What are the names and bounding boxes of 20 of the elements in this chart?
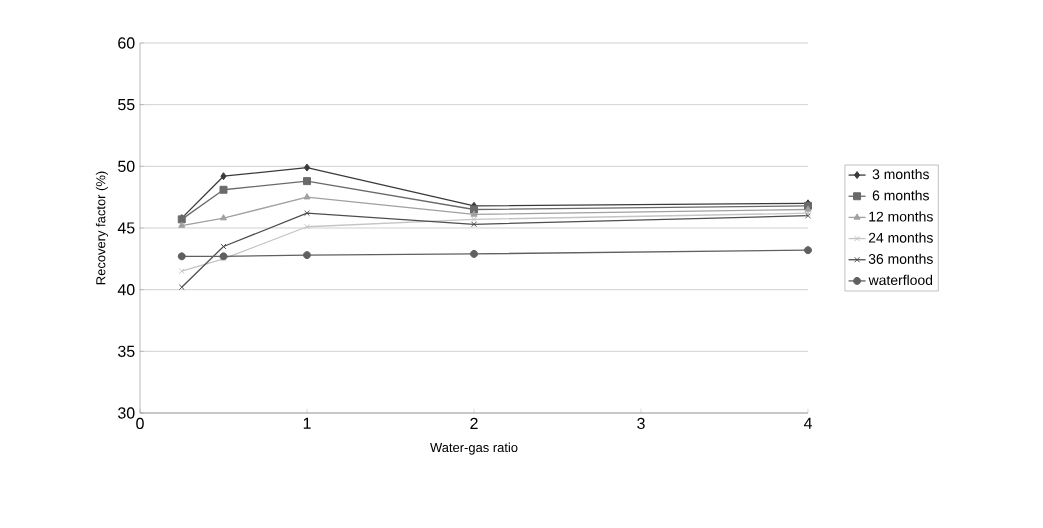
y-axis-title: Recovery factor (%) [95,171,108,285]
y-tick-label: 30 [118,407,135,419]
legend-label: 3 months [872,168,929,180]
y-tick-label: 60 [118,37,135,49]
y-tick-label: 40 [117,284,135,296]
legend-label: 24 months [868,232,933,243]
legend-label: 6 months [872,190,929,201]
x-tick-label: 0 [136,417,144,430]
y-tick-label: 35 [118,345,135,357]
x-tick-label: 1 [303,417,311,429]
y-tick-label: 45 [117,222,135,234]
x-tick-label: 3 [637,417,645,430]
legend-label: 36 months [868,253,933,264]
y-tick-label: 50 [118,160,135,172]
legend-label: 12 months [869,211,933,222]
x-tick-label: 4 [803,417,812,429]
legend-label: waterflood [868,274,933,286]
x-tick-label: 2 [470,417,478,429]
y-tick-label: 55 [118,99,135,111]
x-axis-title: Water-gas ratio [430,442,518,455]
